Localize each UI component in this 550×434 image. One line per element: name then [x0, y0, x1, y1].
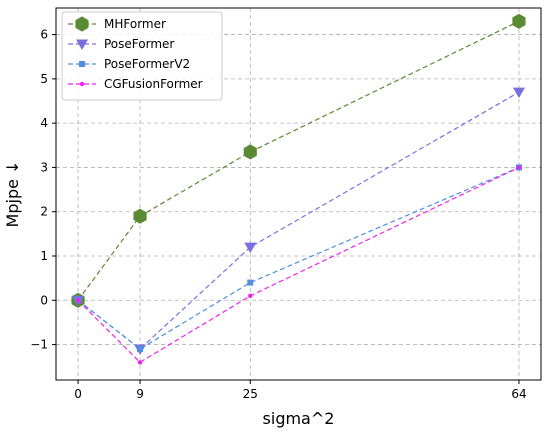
data-point — [79, 81, 85, 87]
y-tick-label: 1 — [40, 249, 48, 263]
data-point — [76, 39, 88, 50]
x-tick-label: 0 — [74, 387, 82, 401]
data-point — [512, 87, 525, 99]
y-tick-label: 6 — [40, 28, 48, 42]
data-point — [243, 144, 257, 160]
data-point — [247, 279, 254, 286]
x-tick-label: 25 — [243, 387, 258, 401]
data-point — [516, 165, 522, 170]
y-tick-label: 0 — [40, 293, 48, 307]
legend-item: PoseFormerV2 — [68, 57, 190, 71]
axis-ticks: 0 9 25 64 −1 0 1 2 3 4 5 6 — [30, 28, 526, 401]
legend-label: MHFormer — [104, 17, 166, 31]
y-tick-label: 4 — [40, 116, 48, 130]
legend-label: PoseFormerV2 — [104, 57, 190, 71]
series-cgfusionformer — [75, 165, 522, 365]
y-tick-label: 2 — [40, 205, 48, 219]
y-tick-label: 5 — [40, 72, 48, 86]
data-point — [75, 16, 89, 32]
x-axis-label: sigma^2 — [263, 409, 335, 428]
y-tick-label: −1 — [30, 338, 48, 352]
data-point — [137, 346, 144, 352]
y-axis-label: Mpjpe ↓ — [3, 161, 22, 228]
series-lines — [71, 13, 526, 365]
x-tick-label: 64 — [511, 387, 526, 401]
legend-item: PoseFormer — [68, 37, 174, 51]
legend-box — [61, 11, 223, 101]
data-point — [75, 298, 81, 303]
data-point — [137, 360, 143, 365]
series-line — [77, 166, 520, 350]
data-point — [248, 293, 253, 299]
legend-label: PoseFormer — [104, 37, 174, 51]
series-poseformerv2 — [75, 164, 522, 352]
series-line — [77, 166, 520, 364]
legend-item: MHFormer — [68, 16, 166, 32]
x-tick-label: 9 — [136, 387, 144, 401]
data-point — [244, 242, 257, 254]
data-point — [512, 13, 526, 29]
data-point — [79, 61, 85, 67]
legend-label: CGFusionFormer — [104, 77, 203, 91]
series-mhformer — [71, 13, 526, 308]
legend-item: CGFusionFormer — [68, 77, 203, 91]
data-point — [133, 208, 147, 224]
legend: MHFormer PoseFormer PoseFormerV2 CGFusionFo… — [61, 11, 223, 101]
plot-frame — [55, 7, 542, 381]
series-line — [77, 20, 520, 301]
y-tick-label: 3 — [40, 160, 48, 174]
series-line — [77, 91, 520, 350]
